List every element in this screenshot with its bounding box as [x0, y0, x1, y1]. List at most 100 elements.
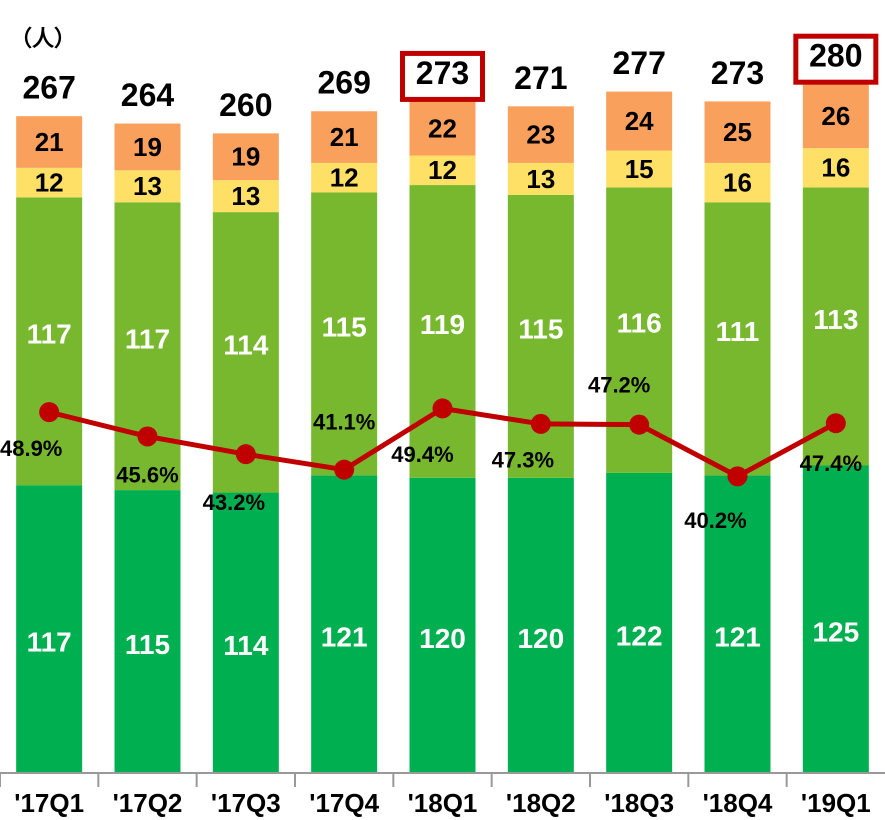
rate-label: 47.3% [492, 448, 554, 473]
rate-point [334, 459, 355, 480]
rate-label: 43.2% [203, 490, 265, 515]
rate-point [137, 426, 158, 447]
bar-value-label: 24 [625, 106, 654, 136]
rate-point [825, 413, 846, 434]
rate-label: 40.2% [684, 508, 746, 533]
bar-value-label: 16 [723, 167, 752, 197]
bar-value-label: 120 [419, 623, 466, 654]
total-label: 269 [317, 65, 370, 101]
bar-value-label: 119 [420, 309, 465, 340]
bar-value-label: 117 [125, 324, 170, 355]
bar-value-label: 111 [716, 316, 760, 347]
x-tick-label: '18Q3 [604, 788, 674, 818]
bar-segment [507, 106, 574, 163]
highlight-box [793, 33, 879, 85]
bar-segment [802, 84, 869, 149]
rate-label: 45.6% [116, 462, 178, 487]
rate-label: 48.9% [0, 436, 62, 461]
x-tick-label: '17Q3 [211, 788, 281, 818]
bar-value-label: 22 [428, 113, 457, 143]
bar-segment [311, 162, 378, 193]
bar-value-label: 13 [526, 164, 555, 194]
bar-segment [311, 192, 378, 476]
bar-segment [606, 472, 673, 773]
bar-value-label: 113 [813, 304, 858, 335]
rate-label: 41.1% [313, 409, 375, 434]
bar-value-label: 115 [322, 311, 367, 342]
bar-value-label: 121 [321, 622, 368, 653]
bar-segment [311, 111, 378, 163]
total-label: 273 [711, 55, 764, 91]
unit-label: （人） [10, 26, 76, 51]
x-tick-label: '18Q1 [408, 788, 478, 818]
bar-segment [16, 116, 83, 168]
x-tick-label: '17Q4 [309, 788, 379, 818]
bar-value-label: 122 [616, 620, 663, 651]
total-label: 280 [809, 38, 862, 74]
bar-segment [704, 475, 771, 773]
x-tick-label: '19Q1 [801, 788, 871, 818]
rate-label: 47.2% [588, 372, 650, 397]
bar-segment [606, 91, 673, 151]
bar-segment [704, 101, 771, 163]
bar-value-label: 21 [330, 122, 359, 152]
rate-point [432, 398, 453, 419]
bar-segment [16, 485, 83, 773]
bar-segment [802, 465, 869, 773]
bar-segment [212, 180, 279, 213]
rate-label: 49.4% [391, 442, 453, 467]
bar-segment [16, 167, 83, 198]
bar-value-label: 114 [223, 330, 269, 361]
bar-value-label: 125 [812, 617, 859, 648]
bar-value-label: 16 [821, 153, 850, 183]
bar-value-label: 21 [35, 127, 64, 157]
total-label: 271 [514, 60, 567, 96]
bar-segment [114, 123, 181, 171]
rate-point [39, 402, 60, 423]
bar-segment [409, 477, 476, 773]
bar-segment [802, 148, 869, 188]
highlight-box [400, 50, 485, 102]
bar-segment [507, 162, 574, 195]
rate-point [530, 413, 551, 434]
x-tick-label: '18Q2 [506, 788, 576, 818]
bar-value-label: 25 [723, 117, 752, 147]
rate-point [727, 466, 748, 487]
bar-value-label: 13 [231, 181, 260, 211]
bar-value-label: 120 [517, 623, 564, 654]
bar-value-label: 26 [821, 101, 850, 131]
x-tick-label: '17Q1 [14, 788, 84, 818]
bar-value-label: 12 [428, 155, 457, 185]
bar-value-label: 23 [526, 120, 555, 150]
bar-segment [114, 170, 181, 203]
bar-value-label: 115 [518, 314, 563, 345]
bar-value-label: 12 [330, 163, 359, 193]
bar-value-label: 12 [35, 167, 64, 197]
x-tick-label: '18Q4 [703, 788, 773, 818]
bar-value-label: 116 [617, 308, 662, 339]
bar-value-label: 115 [125, 629, 170, 660]
bar-segment [311, 475, 378, 773]
bar-segment [704, 162, 771, 203]
bar-segment [704, 202, 771, 476]
bar-segment [212, 492, 279, 773]
bar-segment [409, 155, 476, 186]
bar-segment [606, 150, 673, 188]
total-label: 273 [416, 55, 469, 91]
bar-value-label: 114 [223, 630, 269, 661]
bar-value-label: 117 [27, 626, 72, 657]
bar-value-label: 117 [27, 319, 72, 350]
bar-segment [16, 197, 83, 486]
bar-value-label: 19 [133, 132, 162, 162]
rate-label: 47.4% [800, 451, 862, 476]
bar-segment [212, 133, 279, 181]
bar-segment [507, 477, 574, 773]
total-label: 264 [121, 77, 175, 113]
bar-value-label: 19 [231, 142, 260, 172]
bar-value-label: 15 [625, 154, 654, 184]
total-label: 277 [612, 45, 665, 81]
bar-segment [114, 490, 181, 773]
rate-point [629, 414, 650, 435]
bar-value-label: 13 [133, 171, 162, 201]
